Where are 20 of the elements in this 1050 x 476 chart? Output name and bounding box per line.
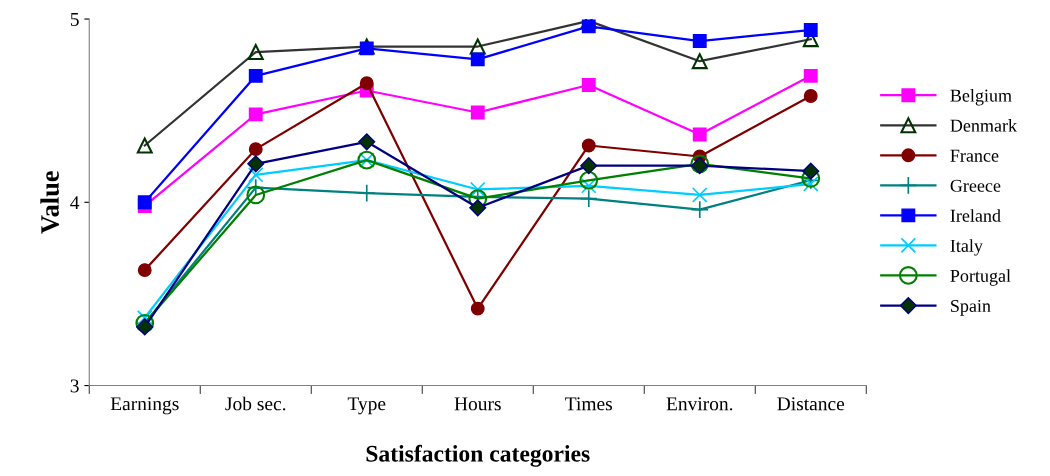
- x-tick-label: Earnings: [110, 397, 179, 415]
- y-axis-title: Value: [40, 171, 60, 234]
- x-tick-label: Distance: [777, 397, 845, 411]
- legend-label: Ireland: [950, 209, 1001, 222]
- x-tick-label: Environ.: [666, 397, 733, 411]
- legend-label: Spain: [951, 299, 991, 316]
- x-tick-label: Job sec.: [225, 396, 286, 411]
- legend-label: Portugal: [950, 269, 1011, 286]
- legend-label: Greece: [950, 179, 1001, 192]
- x-tick-label: Times: [565, 397, 613, 411]
- y-tick-label: 4: [70, 196, 80, 210]
- legend-label: France: [950, 149, 999, 162]
- x-axis-title: Satisfaction categories: [366, 444, 590, 467]
- legend-label: Belgium: [950, 89, 1012, 106]
- x-tick-label: Type: [347, 397, 386, 415]
- x-tick-label: Hours: [454, 397, 501, 411]
- y-tick-label: 5: [70, 13, 79, 26]
- y-tick-label: 3: [70, 379, 79, 393]
- legend-label: Italy: [950, 239, 983, 256]
- legend-label: Denmark: [950, 119, 1018, 132]
